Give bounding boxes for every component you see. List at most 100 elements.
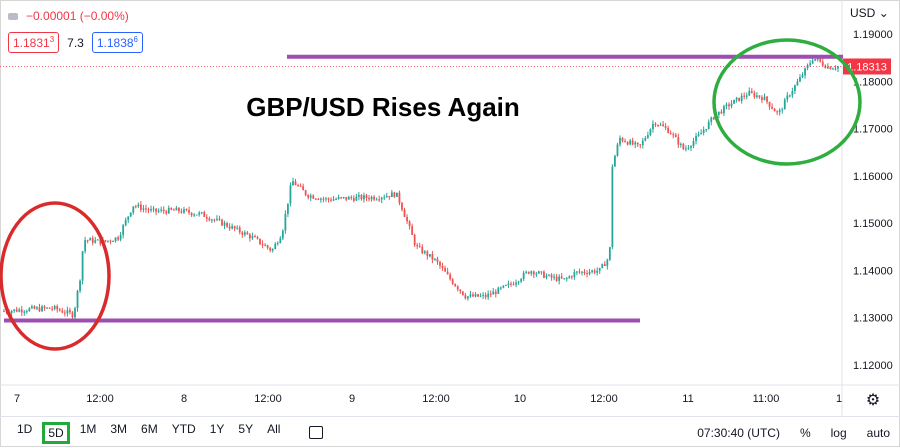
candle-body <box>581 271 583 273</box>
candle-body <box>669 132 672 135</box>
candle-body <box>48 307 51 309</box>
candle-body <box>330 199 332 201</box>
log-toggle[interactable]: log <box>830 425 847 440</box>
candle-body <box>289 185 292 204</box>
candle-body <box>175 207 178 211</box>
candle-body <box>755 95 758 97</box>
candle-body <box>327 198 330 200</box>
candle-body <box>672 134 675 136</box>
candle-body <box>466 296 469 299</box>
sell-price[interactable]: 1.18313 <box>8 32 60 53</box>
current-price-tag <box>843 58 891 75</box>
change-row: −0.00001 (−0.00%) <box>8 9 129 23</box>
candle-body <box>373 196 376 200</box>
candle-body <box>766 96 768 102</box>
candle-body <box>421 246 424 254</box>
candle-body <box>69 310 71 313</box>
candle-body <box>758 95 761 98</box>
calendar-icon[interactable] <box>309 426 324 439</box>
candle-body <box>388 195 391 198</box>
chevron-down-icon: ⌄ <box>878 6 889 20</box>
y-tick-label: 1.14000 <box>853 265 893 277</box>
candle-body <box>565 278 568 280</box>
candle-body <box>428 254 431 257</box>
candle-body <box>167 207 170 214</box>
gear-icon[interactable]: ⚙ <box>866 390 880 409</box>
candle-body <box>837 66 839 69</box>
candle-body <box>545 275 548 278</box>
range-ytd[interactable]: YTD <box>171 421 196 436</box>
candle-body <box>621 137 624 141</box>
candle-body <box>41 306 43 312</box>
candle-body <box>216 218 218 220</box>
candle-body <box>416 245 419 247</box>
candle-body <box>309 195 312 198</box>
candle-body <box>178 207 180 212</box>
candle-body <box>145 208 147 210</box>
candle-body <box>112 241 114 243</box>
sell-price-value: 1.1831 <box>13 36 50 50</box>
current-price-label: 1.18313 <box>847 61 887 73</box>
candle-body <box>799 77 801 82</box>
candle-body <box>482 294 485 296</box>
candle-body <box>61 310 64 313</box>
x-tick-label: 12:00 <box>254 393 282 405</box>
candle-body <box>728 104 730 107</box>
candle-body <box>537 271 540 274</box>
candle-body <box>25 311 28 313</box>
candle-body <box>449 274 452 280</box>
candle-body <box>695 136 697 142</box>
y-tick-label: 1.16000 <box>853 171 893 183</box>
auto-toggle[interactable]: auto <box>866 425 890 440</box>
candle-body <box>370 196 373 200</box>
candle-body <box>378 199 381 201</box>
range-5y[interactable]: 5Y <box>238 421 254 436</box>
candle-body <box>832 68 834 70</box>
candle-body <box>659 124 662 126</box>
buy-price[interactable]: 1.18386 <box>91 32 143 53</box>
candle-body <box>117 237 119 240</box>
range-6m[interactable]: 6M <box>141 421 158 436</box>
candle-body <box>398 192 401 203</box>
y-tick-label: 1.19000 <box>853 29 893 41</box>
candle-body <box>241 232 244 235</box>
candle-body <box>619 137 621 145</box>
candle-body <box>325 198 327 200</box>
candle-body <box>451 279 454 284</box>
eye-icon[interactable] <box>8 12 18 20</box>
candle-body <box>700 132 703 135</box>
candle-body <box>365 195 368 198</box>
candle-body <box>601 264 604 268</box>
candle-body <box>287 203 289 214</box>
percent-toggle[interactable]: % <box>799 425 811 440</box>
candle-body <box>591 270 594 272</box>
candle-body <box>487 293 490 298</box>
currency-selector[interactable]: USD ⌄ <box>850 6 889 20</box>
candle-body <box>218 218 221 220</box>
range-1y[interactable]: 1Y <box>209 421 225 436</box>
range-1m[interactable]: 1M <box>79 421 97 436</box>
candle-body <box>210 219 213 221</box>
range-all[interactable]: All <box>267 421 281 436</box>
candle-body <box>730 103 733 107</box>
candle-body <box>771 106 773 109</box>
candle-body <box>335 198 337 200</box>
candle-body <box>804 68 806 76</box>
y-tick-label: 1.17000 <box>853 124 893 136</box>
range-3m[interactable]: 3M <box>110 421 128 436</box>
candle-body <box>284 213 287 231</box>
candle-body <box>723 106 725 114</box>
candle-body <box>773 108 776 112</box>
candle-body <box>543 271 545 278</box>
range-1d[interactable]: 1D <box>17 421 33 436</box>
candle-body <box>38 307 41 312</box>
candle-body <box>279 238 282 244</box>
candle-body <box>674 134 677 138</box>
x-tick-label: 12:00 <box>422 393 450 405</box>
range-5d[interactable]: 5D <box>42 421 70 444</box>
candle-body <box>502 285 505 288</box>
candle-body <box>360 195 363 200</box>
quote-row: 1.18313 7.3 1.18386 <box>8 32 143 53</box>
candle-body <box>180 211 183 213</box>
